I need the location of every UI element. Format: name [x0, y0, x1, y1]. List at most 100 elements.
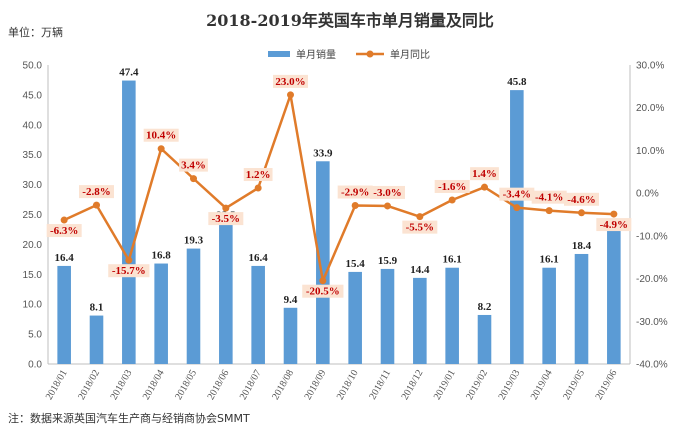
bar-value-label: 16.4: [249, 252, 269, 264]
yoy-label-bg: [208, 212, 244, 226]
yoy-label: -1.6%: [434, 179, 470, 193]
yoy-point: [254, 184, 262, 192]
yoy-point: [610, 210, 618, 218]
legend-bar-swatch: [268, 51, 290, 57]
bar-2018-08: [283, 307, 298, 364]
yoy-point: [481, 183, 488, 191]
yoy-point: [222, 204, 230, 212]
yoy-label: 1.2%: [243, 168, 273, 182]
bar-2018-03: [122, 80, 136, 364]
bar-2019-06: [607, 230, 621, 364]
bar-2018-06: [219, 223, 233, 364]
yoy-label: 23.0%: [273, 74, 308, 88]
yoy-label: -20.5%: [302, 284, 344, 298]
bar-value-label: 16.1: [443, 254, 462, 266]
right-tick-label: -30.0%: [636, 317, 668, 328]
yoy-label: -4.1%: [531, 190, 567, 204]
right-tick-label: 0.0%: [636, 189, 659, 200]
yoy-label-text: 10.4%: [146, 130, 176, 142]
bar-series: [57, 80, 621, 364]
yoy-label-text: -1.6%: [438, 181, 466, 193]
right-tick-label: 30.0%: [636, 61, 664, 72]
bar-value-label: 19.3: [184, 235, 204, 247]
yoy-label-text: -15.7%: [112, 265, 146, 277]
left-tick-label: 35.0: [23, 150, 43, 161]
right-tick-label: 20.0%: [636, 103, 664, 114]
bar-2018-11: [380, 268, 395, 364]
bar-2018-04: [154, 263, 168, 364]
bar-2019-05: [574, 253, 589, 364]
bar-2019-03: [510, 90, 524, 364]
bar-value-label: 33.9: [313, 147, 333, 159]
yoy-label-text: -20.5%: [306, 286, 340, 298]
yoy-label: -3.0%: [370, 185, 405, 199]
left-tick-label: 5.0: [28, 330, 42, 341]
bar-2019-02: [477, 314, 492, 364]
yoy-label-text: -4.9%: [600, 219, 628, 231]
left-tick-label: 10.0: [23, 300, 43, 311]
yoy-point: [93, 201, 100, 209]
yoy-label: -15.7%: [108, 264, 150, 278]
yoy-label-bg: [243, 168, 273, 182]
yoy-point: [190, 175, 197, 183]
right-tick-label: -20.0%: [636, 274, 668, 285]
bar-2018-02: [89, 315, 104, 364]
unit-label: 单位：万辆: [8, 25, 63, 39]
yoy-point: [319, 277, 327, 285]
right-axis-ticks: -40.0% -30.0% -20.0% -10.0% 0.0% 10.0% 20.0% 30…: [636, 61, 668, 371]
bar-value-label: 16.1: [540, 254, 559, 266]
yoy-point: [157, 145, 165, 153]
left-tick-label: 0.0: [28, 360, 42, 371]
yoy-label-bg: [470, 167, 499, 181]
yoy-label-text: 1.4%: [472, 168, 497, 180]
yoy-label-text: -2.8%: [82, 186, 110, 198]
yoy-point: [60, 216, 68, 224]
yoy-point: [545, 207, 553, 215]
bar-value-label: 16.4: [55, 252, 75, 264]
yoy-label: 3.4%: [179, 158, 208, 172]
yoy-label: -3.5%: [208, 212, 244, 226]
right-tick-label: -40.0%: [636, 360, 668, 371]
yoy-label-text: -2.9%: [341, 187, 369, 199]
bar-2018-10: [348, 271, 362, 364]
yoy-label: -5.5%: [402, 220, 438, 234]
yoy-point: [351, 202, 359, 210]
yoy-label: 1.4%: [470, 167, 499, 181]
left-tick-label: 25.0: [23, 210, 43, 221]
yoy-label-text: 1.2%: [246, 169, 271, 181]
yoy-label-bg: [302, 284, 344, 298]
left-tick-label: 30.0: [23, 180, 43, 191]
yoy-label: 10.4%: [143, 128, 179, 142]
yoy-label-text: -5.5%: [406, 222, 434, 234]
yoy-label-text: 23.0%: [275, 76, 305, 88]
yoy-label-bg: [273, 74, 308, 88]
yoy-label-bg: [499, 187, 535, 201]
bar-value-label: 8.2: [478, 301, 492, 313]
bar-2019-01: [445, 267, 459, 364]
yoy-label: -4.6%: [564, 192, 599, 206]
yoy-label-bg: [143, 128, 179, 142]
chart-title: 2018-2019年英国车市单月销量及同比: [206, 11, 494, 30]
yoy-point: [448, 196, 456, 204]
yoy-label-bg: [370, 185, 405, 199]
bar-value-label: 9.4: [284, 294, 298, 306]
yoy-label-bg: [179, 158, 208, 172]
bar-2018-01: [57, 265, 71, 364]
yoy-point: [416, 213, 424, 221]
left-tick-label: 15.0: [23, 270, 43, 281]
bar-2018-12: [413, 277, 427, 364]
legend-label-bar: 单月销量: [296, 48, 336, 61]
yoy-label: -6.3%: [46, 224, 82, 238]
bar-value-label: 15.4: [346, 258, 366, 270]
yoy-point: [384, 202, 391, 210]
yoy-label: -4.9%: [596, 218, 632, 232]
left-tick-label: 50.0: [23, 61, 43, 72]
legend-line-marker: [366, 50, 374, 58]
bar-2018-07: [251, 265, 265, 364]
bar-2019-04: [542, 267, 556, 364]
yoy-point: [125, 256, 133, 264]
yoy-point: [513, 204, 521, 212]
yoy-label-bg: [402, 220, 438, 234]
line-value-labels: -6.3% -2.8% -15.7% 10.4% 3.4% -3.5% 1.2% 23.0% -…: [46, 74, 632, 298]
right-tick-label: -10.0%: [636, 231, 668, 242]
